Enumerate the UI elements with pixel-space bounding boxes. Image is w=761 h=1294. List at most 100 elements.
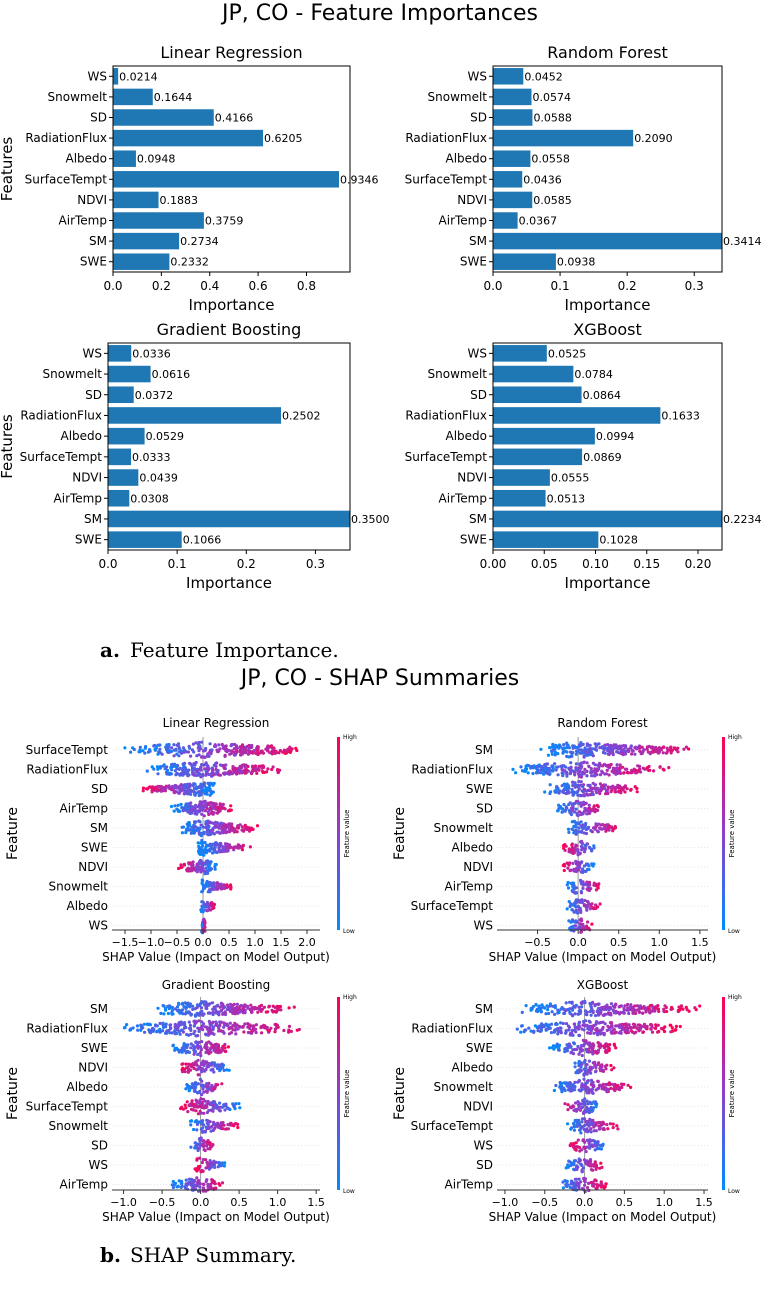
shap-dot xyxy=(213,1064,217,1068)
shap-dot xyxy=(155,765,159,769)
shap-dot xyxy=(579,780,583,784)
shap-dot xyxy=(272,747,276,752)
shap-dot xyxy=(551,769,555,773)
shap-dot xyxy=(659,748,664,752)
shap-row-airtemp xyxy=(112,799,320,818)
shap-dot xyxy=(195,1158,199,1162)
shap-dot xyxy=(569,850,573,854)
shap-dot xyxy=(229,1123,233,1127)
feature-label: WS xyxy=(89,1158,108,1172)
shap-dot xyxy=(206,832,210,836)
shap-dot xyxy=(198,1051,202,1055)
shap-dot xyxy=(264,1010,268,1014)
bar-value-label: 0.0513 xyxy=(547,492,586,505)
shap-row-swe xyxy=(112,838,320,857)
shap-dot xyxy=(193,1014,198,1018)
shap-dot xyxy=(205,870,209,874)
shap-dot xyxy=(156,772,160,776)
shap-dot xyxy=(570,1001,574,1005)
shap-dot xyxy=(150,790,154,794)
shap-dot xyxy=(194,829,198,833)
shap-dot xyxy=(232,828,236,832)
shap-dot xyxy=(190,768,195,772)
shap-dot xyxy=(605,1123,609,1127)
shap-dot xyxy=(243,1022,247,1026)
shap-dot xyxy=(638,746,642,750)
shap-dot xyxy=(587,926,591,931)
shap-dot xyxy=(544,1012,548,1016)
shap-dot xyxy=(679,1007,684,1011)
shap-dot xyxy=(199,1139,203,1143)
y-tick-label: Albedo xyxy=(65,152,107,166)
shap-dot xyxy=(656,1023,660,1027)
shap-dot xyxy=(201,1022,206,1026)
shap-dot xyxy=(204,845,208,850)
shap-row-radiationflux xyxy=(497,1019,708,1038)
shap-dot xyxy=(199,1136,203,1140)
shap-dot xyxy=(627,1011,631,1016)
shap-dot xyxy=(207,812,211,817)
shap-dot xyxy=(198,1099,202,1104)
shap-dot xyxy=(146,750,150,754)
shap-dot xyxy=(607,828,611,832)
shap-dot xyxy=(186,1065,190,1069)
shap-dot xyxy=(197,847,201,851)
shap-dot xyxy=(189,754,193,758)
shap-dot xyxy=(189,868,193,872)
shap-dot xyxy=(123,746,127,750)
shap-dot xyxy=(563,1047,567,1051)
shap-dot xyxy=(584,869,588,874)
shap-dot xyxy=(197,1040,201,1044)
shap-dot xyxy=(543,790,547,794)
y-tick-label: SWE xyxy=(460,533,487,547)
shap-dot xyxy=(593,1014,598,1018)
shap-dot xyxy=(225,883,229,887)
shap-dot xyxy=(643,767,647,771)
shap-dot xyxy=(195,1068,199,1072)
shap-dot xyxy=(595,829,600,833)
shap-dot xyxy=(196,1046,200,1050)
x-tick-label: 2.0 xyxy=(298,936,316,949)
shap-dot xyxy=(182,1026,186,1030)
shap-dot xyxy=(529,766,533,770)
shap-dot xyxy=(581,1038,586,1042)
shap-dot xyxy=(206,1050,210,1054)
shap-dot xyxy=(191,1185,195,1189)
shap-dot xyxy=(613,826,618,830)
shap-dot xyxy=(651,1005,655,1010)
shap-dot xyxy=(664,1005,668,1010)
shap-dot xyxy=(277,751,281,755)
bar-chart-2: Random Forest0.0452WS0.0574Snowmelt0.058… xyxy=(405,43,761,314)
shap-dot xyxy=(557,803,561,807)
shap-dot xyxy=(267,1029,271,1033)
shap-dot xyxy=(186,1049,190,1053)
shap-dot xyxy=(192,782,196,786)
bar-sd xyxy=(108,386,134,404)
shap-dot xyxy=(638,770,643,774)
shap-dot xyxy=(562,743,566,747)
shap-dot xyxy=(600,787,604,792)
shap-dot xyxy=(586,920,590,924)
x-tick-label: 0.5 xyxy=(230,1196,248,1209)
shap-dot xyxy=(227,1032,232,1036)
y-tick-label: SM xyxy=(89,234,107,248)
shap-dot xyxy=(603,826,607,831)
shap-dot xyxy=(201,910,205,914)
shap-dot xyxy=(578,1158,583,1162)
x-tick-label: −1.5 xyxy=(112,936,139,949)
shap-dot xyxy=(191,805,195,809)
shap-dot xyxy=(218,848,222,853)
shap-dot xyxy=(566,827,571,831)
shap-dot xyxy=(605,1028,609,1032)
shap-dot xyxy=(152,744,156,748)
shap-dot xyxy=(519,1030,523,1034)
shap-dot xyxy=(552,745,556,749)
shap-dot xyxy=(203,903,207,907)
shap-dot xyxy=(210,1144,214,1148)
shap-dot xyxy=(581,870,585,875)
shap-dot xyxy=(576,898,580,902)
y-tick-label: AirTemp xyxy=(54,491,102,505)
shap-dot xyxy=(520,1024,524,1028)
shap-dot xyxy=(567,1042,571,1046)
shap-dot xyxy=(545,762,550,766)
